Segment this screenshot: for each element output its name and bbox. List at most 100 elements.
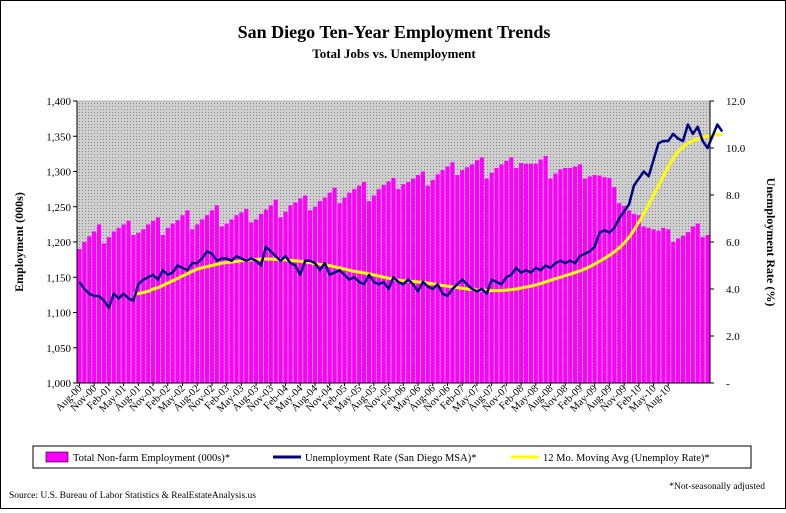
employment-bar (587, 176, 592, 383)
employment-bar (626, 210, 632, 383)
employment-bar (376, 189, 381, 384)
chart-title: San Diego Ten-Year Employment Trends (238, 22, 551, 42)
employment-bar (357, 185, 362, 383)
employment-bar (651, 229, 656, 383)
employment-bar (97, 224, 102, 384)
right-tick-label: 10.0 (726, 143, 746, 155)
employment-bar (308, 210, 313, 383)
employment-bar (92, 231, 97, 383)
employment-bar (101, 243, 107, 383)
employment-bar (87, 236, 92, 383)
employment-bar (514, 167, 519, 383)
employment-bar (342, 197, 347, 383)
employment-bar (293, 202, 298, 383)
employment-bar (347, 192, 352, 383)
employment-bar (283, 211, 288, 383)
employment-bar (229, 219, 234, 383)
employment-bar (180, 215, 185, 383)
source-note: Source: U.S. Bureau of Labor Statistics … (9, 490, 256, 501)
employment-bar (244, 208, 249, 383)
employment-bar (577, 164, 583, 383)
right-axis-ticks: - 2.0 4.0 6.0 8.0 10.0 12.0 (710, 96, 746, 390)
employment-bar (126, 220, 131, 383)
employment-bar (214, 205, 219, 383)
employment-bar (327, 192, 332, 383)
employment-bar (607, 177, 612, 383)
employment-bar (695, 223, 700, 383)
footnote: *Not-seasonally adjusted (669, 482, 765, 492)
employment-bar (460, 170, 465, 383)
left-tick-label: 1,050 (46, 343, 71, 355)
employment-bar (136, 232, 141, 383)
employment-bar (337, 203, 342, 383)
left-tick-label: 1,350 (46, 131, 71, 143)
employment-bar (685, 232, 690, 383)
employment-bar (494, 167, 499, 383)
employment-bar (646, 227, 651, 383)
employment-bar (366, 201, 372, 383)
employment-bar (278, 217, 283, 383)
employment-bar (151, 220, 156, 383)
employment-bar (705, 234, 710, 383)
employment-bar (332, 187, 337, 383)
employment-bar (121, 224, 126, 384)
legend-swatch-employment (45, 451, 69, 463)
employment-bar (371, 195, 376, 383)
employment-bar (469, 164, 475, 383)
employment-bar (666, 229, 671, 383)
employment-bar (263, 209, 268, 383)
chart-subtitle: Total Jobs vs. Unemployment (312, 46, 476, 61)
employment-bar (204, 215, 210, 383)
left-axis-title: Employment (000s) (12, 192, 26, 292)
employment-bar (504, 160, 509, 383)
left-tick-label: 1,150 (46, 272, 71, 284)
employment-bar (352, 189, 357, 384)
employment-bar (489, 172, 494, 383)
employment-bar (155, 217, 161, 383)
employment-bar (396, 189, 401, 384)
employment-bar (82, 242, 87, 383)
employment-bar (234, 215, 239, 383)
left-tick-label: 1,000 (46, 378, 71, 390)
employment-bar (430, 179, 435, 383)
employment-bar (700, 237, 705, 383)
employment-bar (249, 222, 254, 383)
employment-bar (573, 166, 578, 383)
left-tick-label: 1,200 (46, 237, 71, 249)
employment-bar (165, 227, 170, 383)
employment-bar (195, 224, 200, 384)
employment-bar (622, 206, 627, 383)
employment-bar (597, 175, 602, 383)
employment-bar (298, 198, 303, 383)
employment-bar (415, 175, 421, 383)
unemployment-lines (78, 123, 724, 310)
employment-bar (656, 230, 661, 383)
right-tick-label: 8.0 (726, 190, 740, 202)
employment-bar (258, 213, 264, 383)
x-axis-ticks: Aug-00Nov-00Feb-01May-01Aug-01Nov-01Feb-… (54, 383, 673, 415)
employment-bar (111, 231, 116, 383)
legend: Total Non-farm Employment (000s)* Unempl… (32, 445, 752, 469)
employment-bar (445, 166, 450, 383)
employment-bar (239, 212, 244, 383)
employment-bar (617, 203, 622, 383)
employment-bar (175, 220, 180, 383)
employment-bar (224, 223, 229, 383)
employment-bar (131, 234, 136, 383)
employment-bar (200, 219, 205, 383)
right-tick-label: 2.0 (726, 331, 740, 343)
employment-bar (322, 197, 327, 383)
legend-label-employment: Total Non-farm Employment (000s)* (73, 453, 230, 464)
employment-bar (116, 227, 121, 383)
left-tick-label: 1,250 (46, 202, 71, 214)
employment-bar (141, 229, 146, 383)
employment-bar (465, 167, 470, 383)
employment-bar (523, 163, 529, 383)
unemployment-rate-line (78, 123, 724, 310)
employment-bar (268, 205, 273, 383)
employment-bar (641, 226, 646, 383)
employment-bar (676, 238, 681, 383)
employment-bar (484, 178, 489, 383)
employment-bar (479, 157, 484, 383)
